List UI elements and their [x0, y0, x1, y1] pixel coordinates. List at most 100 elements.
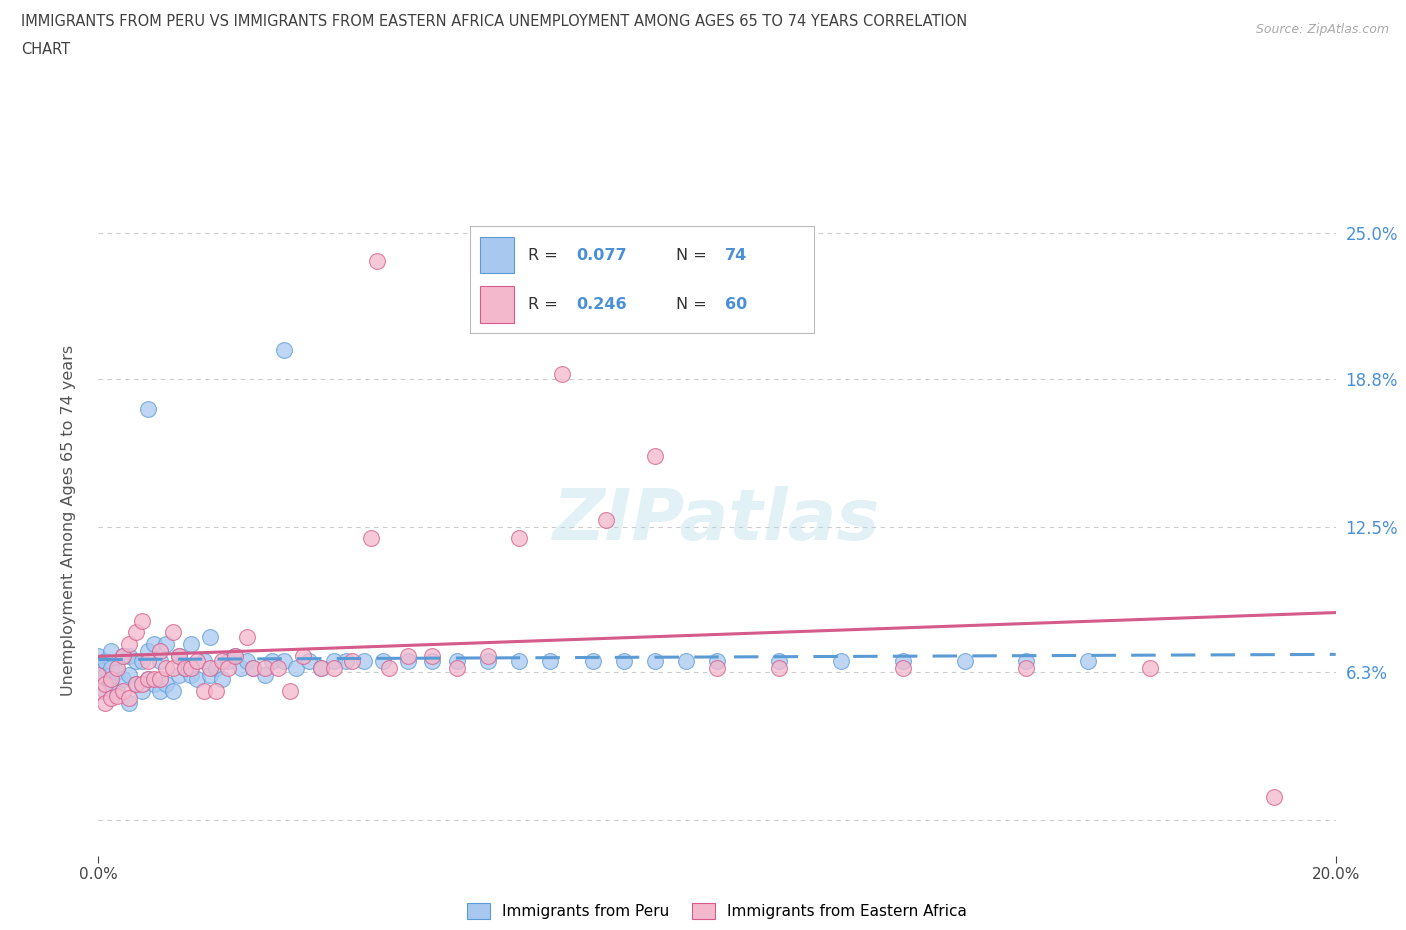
Point	[149, 684, 172, 698]
Point	[477, 653, 499, 668]
Point	[131, 677, 153, 692]
Point	[236, 630, 259, 644]
Point	[378, 660, 401, 675]
Point	[131, 613, 153, 628]
Point	[162, 625, 184, 640]
Bar	[479, 286, 515, 323]
Text: ZIPatlas: ZIPatlas	[554, 486, 880, 555]
Text: Source: ZipAtlas.com: Source: ZipAtlas.com	[1256, 23, 1389, 36]
Point	[335, 653, 357, 668]
Text: 0.246: 0.246	[576, 297, 627, 312]
Point	[340, 653, 363, 668]
Point	[149, 672, 172, 687]
Point	[112, 684, 135, 698]
Point	[198, 667, 221, 682]
Point	[105, 660, 128, 675]
Point	[768, 653, 790, 668]
Point	[446, 653, 468, 668]
Point	[180, 667, 202, 682]
Point	[136, 672, 159, 687]
Point	[87, 672, 110, 687]
Point	[309, 660, 332, 675]
Point	[891, 653, 914, 668]
Point	[112, 648, 135, 663]
Point	[242, 660, 264, 675]
Point	[118, 667, 141, 682]
Point	[446, 660, 468, 675]
Point	[162, 660, 184, 675]
Point	[149, 644, 172, 658]
Point	[706, 660, 728, 675]
Point	[644, 653, 666, 668]
Point	[242, 660, 264, 675]
Point	[224, 648, 246, 663]
Point	[180, 660, 202, 675]
Point	[100, 672, 122, 687]
Point	[595, 512, 617, 527]
Point	[229, 660, 252, 675]
Point	[1015, 653, 1038, 668]
Point	[167, 648, 190, 663]
Point	[193, 653, 215, 668]
Point	[143, 677, 166, 692]
Point	[186, 672, 208, 687]
Point	[366, 254, 388, 269]
Point	[118, 637, 141, 652]
Point	[508, 531, 530, 546]
Point	[273, 653, 295, 668]
Point	[136, 653, 159, 668]
Point	[93, 653, 115, 668]
Text: N =: N =	[676, 247, 713, 263]
Text: N =: N =	[676, 297, 713, 312]
Point	[155, 637, 177, 652]
Point	[131, 653, 153, 668]
Point	[267, 660, 290, 675]
Point	[1015, 660, 1038, 675]
Point	[891, 660, 914, 675]
Point	[1139, 660, 1161, 675]
Point	[100, 691, 122, 706]
Point	[309, 660, 332, 675]
Point	[136, 402, 159, 417]
Point	[291, 648, 314, 663]
Text: R =: R =	[529, 297, 562, 312]
Point	[254, 660, 277, 675]
Point	[131, 684, 153, 698]
Point	[254, 667, 277, 682]
Point	[87, 684, 110, 698]
Point	[100, 660, 122, 675]
Point	[93, 696, 115, 711]
Point	[118, 691, 141, 706]
Point	[217, 660, 239, 675]
Point	[273, 343, 295, 358]
Point	[508, 653, 530, 668]
Point	[706, 653, 728, 668]
Point	[87, 667, 110, 682]
Point	[124, 677, 146, 692]
Point	[174, 660, 197, 675]
Text: 74: 74	[724, 247, 747, 263]
Point	[953, 653, 976, 668]
Bar	[479, 237, 515, 273]
Point	[124, 625, 146, 640]
Point	[105, 684, 128, 698]
Point	[322, 653, 344, 668]
Point	[477, 648, 499, 663]
Point	[112, 672, 135, 687]
Point	[205, 684, 228, 698]
Point	[1077, 653, 1099, 668]
Point	[236, 653, 259, 668]
Point	[360, 531, 382, 546]
Point	[136, 644, 159, 658]
Point	[174, 660, 197, 675]
Point	[100, 644, 122, 658]
Point	[155, 677, 177, 692]
Point	[422, 653, 444, 668]
Text: 0.077: 0.077	[576, 247, 627, 263]
Point	[162, 684, 184, 698]
Point	[136, 672, 159, 687]
Point	[538, 653, 561, 668]
Point	[180, 637, 202, 652]
Point	[167, 667, 190, 682]
Legend: Immigrants from Peru, Immigrants from Eastern Africa: Immigrants from Peru, Immigrants from Ea…	[461, 897, 973, 925]
